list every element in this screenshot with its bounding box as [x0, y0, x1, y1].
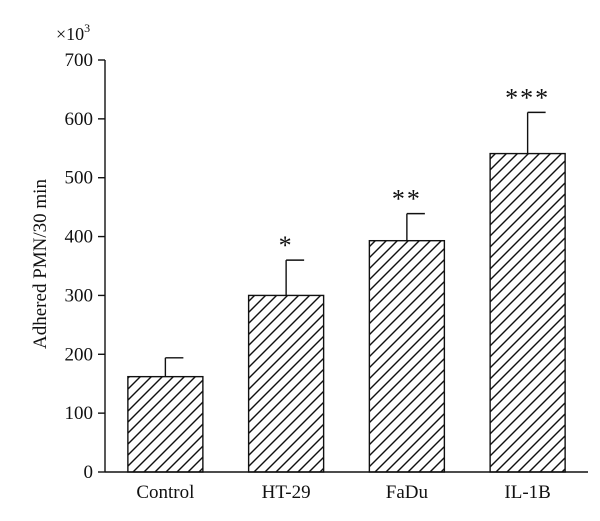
error-bars — [164, 111, 546, 377]
y-axis-ticks: 0 100 200 300 400 500 600 700 — [65, 50, 105, 483]
significance-marker: * — [279, 231, 294, 260]
significance-marker: *** — [505, 83, 550, 112]
y-tick-label: 200 — [65, 344, 94, 365]
bar-fadu — [368, 239, 446, 473]
y-tick-label: 300 — [65, 285, 94, 306]
bar-il-1b — [489, 152, 566, 473]
y-tick-label: 700 — [65, 50, 94, 71]
significance-marker: ** — [392, 185, 422, 214]
category-label: HT-29 — [262, 482, 311, 503]
y-tick-label: 0 — [84, 462, 94, 483]
bar-ht-29 — [247, 294, 325, 473]
y-tick-label: 600 — [65, 109, 94, 130]
y-tick-label: 500 — [65, 168, 94, 189]
y-axis-multiplier: ×103 — [56, 21, 90, 44]
category-label: FaDu — [386, 482, 429, 503]
y-tick-label: 400 — [65, 227, 94, 248]
category-label: IL-1B — [504, 482, 550, 503]
category-label: Control — [136, 482, 194, 503]
y-axis-title: Adhered PMN/30 min — [30, 179, 51, 349]
significance-markers: ****** — [279, 83, 550, 260]
y-tick-label: 100 — [65, 403, 94, 424]
bars — [127, 152, 566, 473]
x-axis-categories: Control HT-29 FaDu IL-1B — [136, 482, 551, 503]
bar-control — [127, 375, 204, 473]
